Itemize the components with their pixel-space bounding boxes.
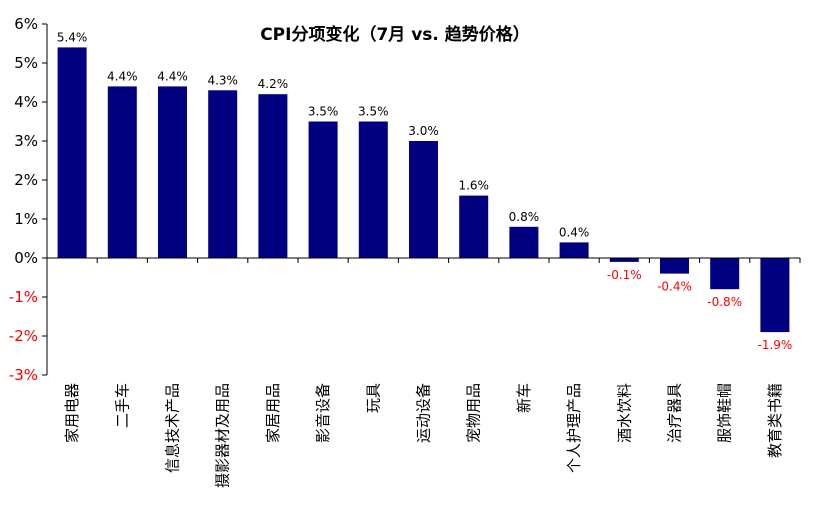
data-label: 5.4% xyxy=(57,30,88,44)
bar xyxy=(308,121,338,258)
bar xyxy=(760,258,790,333)
y-tick-label: 3% xyxy=(14,132,38,150)
data-labels: 5.4% 4.4% 4.4% 4.3% 4.2% 3.5% 3.5% 3.0% 1.6% 0.8%… xyxy=(57,30,792,352)
y-tick-label: 2% xyxy=(14,171,38,189)
bars xyxy=(57,47,790,333)
data-label: 4.3% xyxy=(207,73,238,87)
y-axis: 6% 5% 4% 3% 2% 1% 0% -1% -2% -3% xyxy=(9,15,48,384)
bar xyxy=(158,86,187,259)
data-label: 4.4% xyxy=(107,69,138,83)
bar xyxy=(208,90,238,258)
bar xyxy=(358,121,388,258)
y-tick-label: 4% xyxy=(14,93,38,111)
bar xyxy=(459,195,489,258)
data-label: 4.4% xyxy=(157,69,188,83)
data-label: -0.8% xyxy=(707,295,742,309)
y-tick-label: 0% xyxy=(14,249,38,267)
category-label: 教育类书籍 xyxy=(766,383,784,458)
category-label: 家用电器 xyxy=(63,383,81,443)
category-label: 影音设备 xyxy=(314,383,332,443)
data-label: -0.1% xyxy=(607,268,642,282)
data-label: 0.8% xyxy=(509,210,540,224)
category-label: 信息技术产品 xyxy=(164,383,182,473)
category-label: 玩具 xyxy=(364,383,382,413)
bar xyxy=(258,94,288,258)
data-label: -1.9% xyxy=(757,338,792,352)
category-label: 治疗器具 xyxy=(666,383,684,443)
bar xyxy=(559,242,589,258)
y-tick-label: -1% xyxy=(9,288,38,306)
y-tick-label: -3% xyxy=(9,366,38,384)
data-label: 3.0% xyxy=(408,124,439,138)
bar xyxy=(107,86,137,259)
y-tick-label: 5% xyxy=(14,54,38,72)
x-axis: 家用电器 二手车 信息技术产品 摄影器材及用品 家居用品 影音设备 玩具 运动设备 宠物用品 新车… xyxy=(46,257,801,488)
y-tick-label: -2% xyxy=(9,327,38,345)
y-tick-label: 6% xyxy=(14,15,38,33)
bar xyxy=(509,226,539,258)
category-label: 家居用品 xyxy=(264,383,282,443)
category-label: 个人护理产品 xyxy=(565,383,583,473)
data-label: 0.4% xyxy=(559,225,590,239)
data-label: 3.5% xyxy=(358,105,389,119)
data-label: 3.5% xyxy=(308,105,339,119)
bar xyxy=(710,258,740,290)
category-label: 服饰鞋帽 xyxy=(716,383,734,443)
bar xyxy=(660,258,689,274)
data-label: 4.2% xyxy=(258,77,289,91)
bar xyxy=(57,47,87,259)
category-label: 运动设备 xyxy=(415,383,433,443)
category-label: 摄影器材及用品 xyxy=(214,383,232,488)
data-label: -0.4% xyxy=(657,280,692,294)
bar xyxy=(609,258,639,262)
bar xyxy=(409,141,438,258)
category-label: 宠物用品 xyxy=(465,383,483,443)
data-label: 1.6% xyxy=(458,179,489,193)
chart-title: CPI分项变化（7月 vs. 趋势价格） xyxy=(260,24,530,45)
category-label: 酒水饮料 xyxy=(615,383,633,443)
category-label: 二手车 xyxy=(113,383,131,428)
category-label: 新车 xyxy=(515,383,533,413)
y-tick-label: 1% xyxy=(14,210,38,228)
